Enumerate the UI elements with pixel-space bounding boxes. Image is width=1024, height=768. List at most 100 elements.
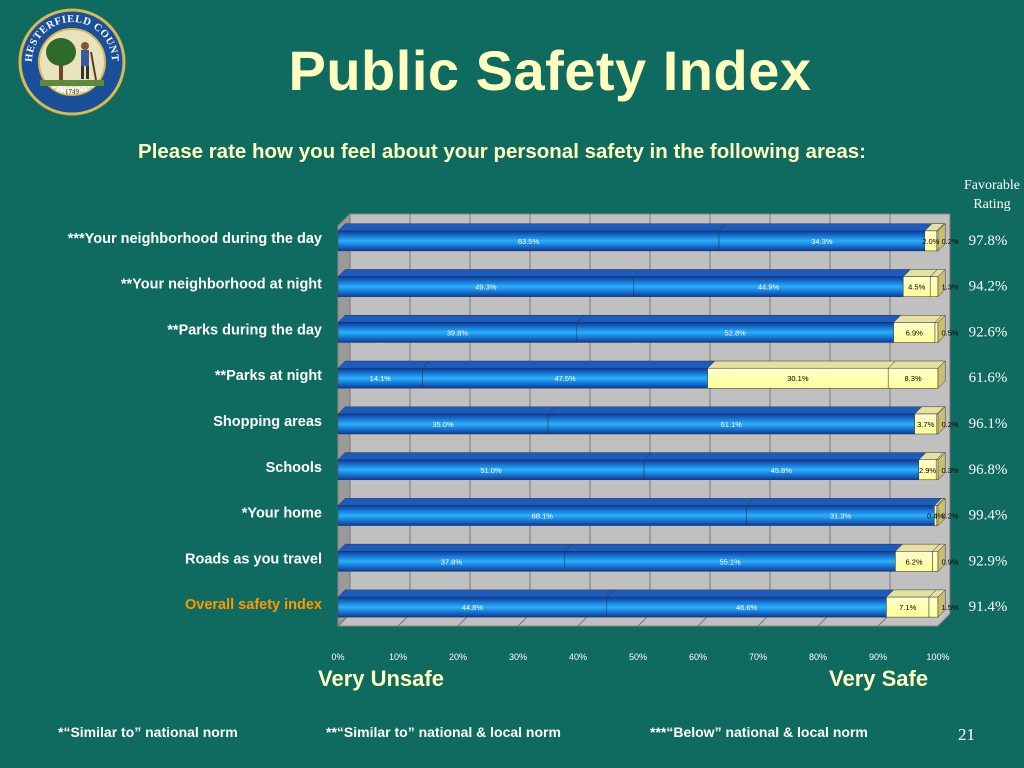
bar-segment-top <box>337 314 585 323</box>
x-tick-label: 10% <box>389 652 407 662</box>
data-label: 55.1% <box>719 557 741 566</box>
data-label: 0.4% <box>927 512 944 521</box>
bar-segment <box>932 551 939 572</box>
data-label: 35.0% <box>432 420 454 429</box>
bar-segment <box>935 459 939 481</box>
favorable-rating-header: Favorable Rating <box>964 178 1020 212</box>
x-tick-label: 70% <box>749 652 767 662</box>
data-label: 0.9% <box>941 557 958 566</box>
page-number: 21 <box>958 725 975 744</box>
favorable-rating-value: 96.8% <box>969 462 1008 478</box>
x-tick-label: 100% <box>926 652 949 662</box>
data-label: 0.3% <box>941 466 958 475</box>
bar-segment-top <box>337 269 642 277</box>
data-label: 6.9% <box>906 328 923 337</box>
favorable-rating-value: 96.1% <box>969 416 1008 432</box>
favorable-rating-value: 92.9% <box>969 553 1008 569</box>
data-label: 7.1% <box>899 603 916 612</box>
data-label: 63.5% <box>518 237 540 246</box>
chart-subtitle: Please rate how you feel about your pers… <box>138 140 866 163</box>
bar-segment-top <box>885 589 937 598</box>
bar-segment-top <box>894 543 941 552</box>
bar-segment-top <box>718 223 933 232</box>
category-label: Roads as you travel <box>185 551 322 567</box>
bar-end-cap <box>937 406 946 435</box>
data-label: 0.2% <box>941 237 958 246</box>
category-label: **Parks at night <box>215 368 322 384</box>
data-label: 6.2% <box>905 557 922 566</box>
data-label: 0.2% <box>941 420 958 429</box>
category-label: **Your neighborhood at night <box>121 277 322 293</box>
data-label: 68.1% <box>532 512 554 521</box>
bar-segment <box>934 322 939 343</box>
data-label: 30.1% <box>787 374 809 383</box>
bar-end-cap <box>937 223 946 252</box>
x-tick-label: 20% <box>449 652 467 662</box>
very-unsafe-label: Very Unsafe <box>318 666 444 691</box>
bar-segment-top <box>337 498 755 506</box>
data-label: 46.6% <box>736 603 758 612</box>
bar-end-cap <box>937 589 946 618</box>
bar-segment-top <box>337 360 431 369</box>
bar-segment-top <box>337 543 573 552</box>
bar-segment-top <box>421 360 716 369</box>
bar-segment-top <box>564 543 904 552</box>
very-safe-label: Very Safe <box>829 666 929 691</box>
favorable-rating-value: 94.2% <box>969 279 1008 295</box>
x-tick-label: 60% <box>689 652 707 662</box>
data-label: 44.8% <box>462 603 484 612</box>
bar-segment-top <box>892 314 943 323</box>
x-tick-label: 50% <box>629 652 647 662</box>
data-label: 14.1% <box>370 374 392 383</box>
data-label: 0.5% <box>941 328 958 337</box>
bar-segment-top <box>337 452 652 461</box>
bar-end-cap <box>937 497 946 527</box>
data-label: 51.0% <box>480 466 502 475</box>
bar-segment <box>929 276 939 297</box>
data-label: 2.0% <box>922 237 939 246</box>
data-label: 2.9% <box>919 466 936 475</box>
category-label: Schools <box>266 460 322 476</box>
data-label: 0.2% <box>941 512 958 521</box>
x-tick-label: 0% <box>331 652 344 662</box>
bar-segment-top <box>633 269 912 277</box>
data-label: 8.3% <box>905 374 922 383</box>
gridline-floor <box>937 613 951 627</box>
data-label: 49.3% <box>475 283 497 292</box>
footnote-below-norm: ***“Below” national & local norm <box>650 724 868 740</box>
data-label: 4.5% <box>908 283 925 292</box>
category-label: **Parks during the day <box>167 322 322 338</box>
bar-segment-top <box>643 452 927 461</box>
data-label: 52.8% <box>725 328 747 337</box>
data-label: 37.8% <box>441 557 463 566</box>
favorable-rating-value: 92.6% <box>969 324 1008 340</box>
data-label: 1.5% <box>941 603 958 612</box>
bar-segment-top <box>745 498 943 506</box>
bar-end-cap <box>937 451 946 481</box>
bar-segment-top <box>337 589 615 598</box>
page-title: Public Safety Index <box>288 39 812 102</box>
bar-segment-top <box>887 360 946 369</box>
bar-segment-top <box>547 406 923 415</box>
favorable-rating-value: 99.4% <box>969 508 1008 524</box>
data-label: 47.5% <box>554 374 576 383</box>
category-label: *Your home <box>242 506 322 522</box>
bar-segment-top <box>576 314 902 323</box>
data-label: 3.7% <box>917 420 934 429</box>
bar-end-cap <box>937 360 946 389</box>
x-tick-label: 30% <box>509 652 527 662</box>
category-label: ***Your neighborhood during the day <box>68 231 322 247</box>
data-label: 44.9% <box>758 283 780 292</box>
data-label: 39.8% <box>447 328 469 337</box>
bar-end-cap <box>937 268 946 298</box>
footnote-national-norm: *“Similar to” national norm <box>58 724 238 740</box>
svg-text:1749: 1749 <box>65 88 80 96</box>
data-label: 61.1% <box>721 420 743 429</box>
county-seal-logo: CHESTERFIELD COUNTY VIRGINIA 1749 <box>18 8 126 116</box>
x-tick-label: 80% <box>809 652 827 662</box>
bar-end-cap <box>937 543 946 572</box>
data-label: 45.8% <box>771 466 793 475</box>
bar-segment-top <box>606 589 895 598</box>
favorable-rating-value: 97.8% <box>969 233 1008 249</box>
